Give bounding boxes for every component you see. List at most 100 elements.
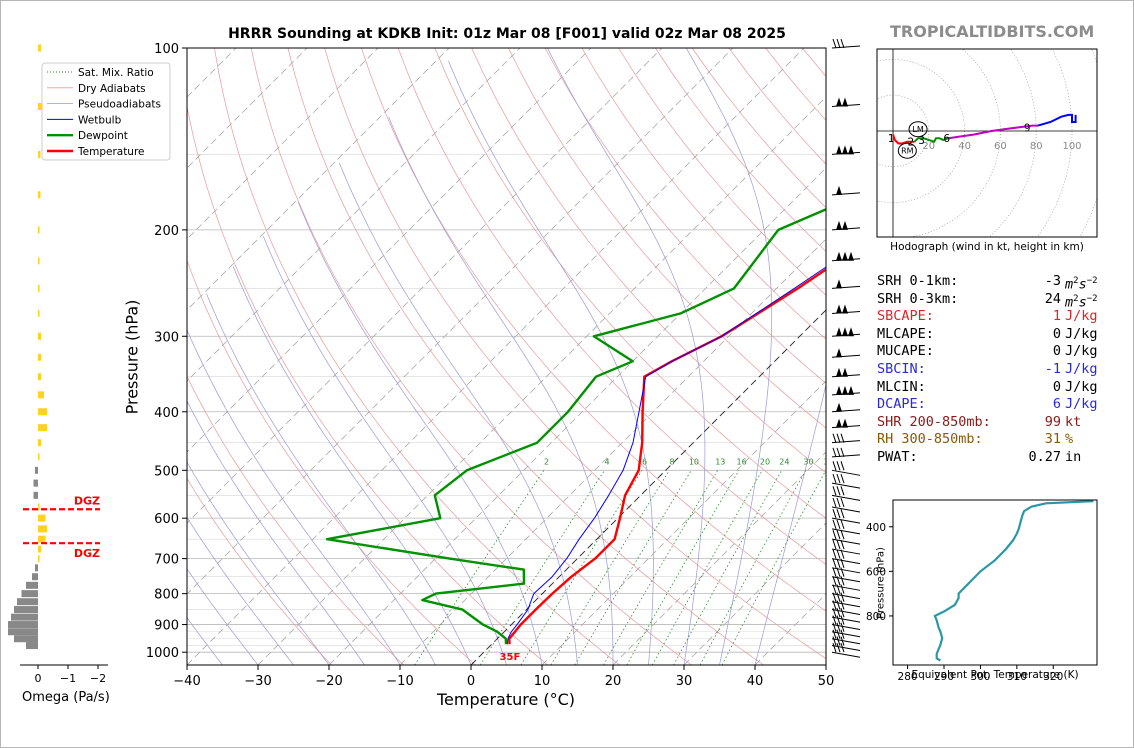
mixing-ratio-label: 16 bbox=[737, 458, 747, 467]
wind-barb-feather bbox=[836, 549, 841, 559]
hodograph-ring-label: 100 bbox=[1062, 141, 1081, 152]
wind-barb-flag bbox=[848, 251, 854, 261]
mixing-ratio-label: 2 bbox=[544, 458, 549, 467]
legend-box bbox=[41, 62, 171, 161]
wind-barb-feather bbox=[832, 38, 837, 49]
wind-barb-feather bbox=[840, 433, 845, 443]
wind-barb bbox=[831, 528, 861, 535]
mixing-ratio-line bbox=[626, 470, 740, 665]
y-tick-label: 900 bbox=[154, 619, 179, 634]
param-value: 31 bbox=[1044, 431, 1061, 448]
hodograph-segment bbox=[1037, 113, 1077, 127]
wind-barb-feather bbox=[836, 497, 841, 508]
omega-bar bbox=[8, 628, 38, 636]
wind-barb-feather bbox=[832, 508, 837, 519]
wind-barb-feather bbox=[836, 530, 841, 540]
param-unit: in bbox=[1065, 448, 1082, 465]
wind-barb-feather bbox=[836, 622, 841, 632]
param-label: MUCAPE: bbox=[877, 343, 934, 360]
omega-bar bbox=[38, 332, 41, 340]
pseudoadiabat bbox=[187, 568, 259, 665]
pseudoadiabat bbox=[206, 293, 436, 665]
wind-barb-feather bbox=[840, 38, 845, 49]
param-value: 24 bbox=[1044, 290, 1061, 307]
storm-motion-label: LM bbox=[912, 125, 923, 134]
wind-barb-feather bbox=[832, 539, 837, 550]
surface-temp-label: 35F bbox=[500, 652, 521, 663]
dry-adiabat bbox=[187, 259, 476, 665]
skewt-profiles: 35F bbox=[325, 208, 826, 663]
param-row: MUCAPE: 0 J/kg bbox=[877, 343, 1098, 361]
wind-barb-feather bbox=[832, 622, 837, 632]
isotherm bbox=[257, 96, 826, 665]
wind-barb-feather bbox=[840, 643, 845, 653]
wind-barb-feather bbox=[840, 447, 845, 458]
y-tick-label: 500 bbox=[154, 464, 179, 479]
wind-barb-feather bbox=[840, 497, 845, 508]
y-tick-label: 800 bbox=[154, 588, 179, 603]
storm-motion-marker bbox=[897, 142, 917, 159]
omega-bar bbox=[38, 525, 47, 533]
wind-barb bbox=[831, 624, 861, 631]
hodograph-height-label: 2 bbox=[908, 137, 915, 149]
mixing-ratio-label: 8 bbox=[670, 458, 675, 467]
wind-barb bbox=[831, 576, 861, 583]
theta-x-tick-label: 280 bbox=[898, 671, 918, 683]
mixing-ratio-label: 4 bbox=[605, 458, 610, 467]
param-row: SBCAPE: 1 J/kg bbox=[877, 308, 1098, 326]
mixing-ratio-line bbox=[550, 470, 670, 665]
y-tick-label: 300 bbox=[154, 330, 179, 345]
omega-bar bbox=[38, 309, 40, 317]
dry-adiabat bbox=[397, 48, 826, 565]
mixing-ratio-line bbox=[721, 470, 826, 665]
hodograph-height-label: 6 bbox=[943, 133, 950, 145]
wind-barb-flag bbox=[836, 251, 842, 261]
omega-bar bbox=[38, 284, 40, 292]
wind-barb-feather bbox=[836, 539, 841, 550]
omega-bar bbox=[38, 103, 43, 111]
theta-x-tick-label: 300 bbox=[970, 671, 990, 683]
wind-barb-flag bbox=[836, 402, 842, 412]
wind-barb-flag bbox=[836, 418, 842, 428]
wind-barb-flag bbox=[836, 185, 842, 195]
dry-adiabat bbox=[250, 48, 692, 665]
dry-adiabat bbox=[434, 48, 826, 519]
wind-barb bbox=[831, 469, 861, 476]
wind-barb-feather bbox=[836, 576, 841, 586]
theta-x-tick-label: 310 bbox=[1007, 671, 1027, 683]
x-tick-label: 30 bbox=[676, 674, 693, 689]
wind-barb-flag bbox=[836, 97, 842, 107]
wind-barb bbox=[831, 638, 861, 645]
wind-barbs bbox=[825, 38, 861, 665]
pseudoadiabat bbox=[685, 48, 773, 665]
omega-bar bbox=[26, 581, 38, 589]
x-tick-label: 0 bbox=[467, 674, 475, 689]
param-value: 6 bbox=[1052, 396, 1061, 413]
pseudoadiabat bbox=[263, 236, 507, 665]
x-axis-label: Temperature (°C) bbox=[436, 690, 576, 709]
dry-adiabat bbox=[471, 48, 826, 474]
omega-bar bbox=[38, 555, 40, 563]
wind-barb bbox=[831, 494, 861, 501]
param-row: SHR 200-850mb: 99 kt bbox=[877, 414, 1081, 432]
wind-barb-flag bbox=[836, 367, 842, 377]
dgz-label: DGZ bbox=[74, 547, 100, 560]
hodograph-segment bbox=[948, 124, 1038, 140]
hodograph-caption: Hodograph (wind in kt, height in km) bbox=[890, 241, 1084, 253]
wind-barb-feather bbox=[840, 615, 845, 625]
param-row: PWAT: 0.27 in bbox=[877, 449, 1081, 467]
pseudoadiabat bbox=[187, 617, 223, 665]
isotherm bbox=[187, 48, 663, 524]
wind-barb-feather bbox=[836, 447, 841, 458]
param-row: MLCAPE: 0 J/kg bbox=[877, 326, 1098, 344]
wind-barb-flag bbox=[836, 385, 842, 395]
omega-bar bbox=[33, 491, 38, 499]
hodograph-height-label: 3 bbox=[918, 135, 925, 147]
param-unit: kt bbox=[1065, 413, 1082, 430]
param-row: SBCIN: -1 J/kg bbox=[877, 361, 1098, 379]
mixing-ratio-line bbox=[574, 470, 692, 665]
wind-barb-feather bbox=[836, 558, 841, 568]
param-row: SRH 0-3km: 24 m2s−2 bbox=[877, 291, 1098, 311]
theta-x-tick-label: 320 bbox=[1043, 671, 1063, 683]
